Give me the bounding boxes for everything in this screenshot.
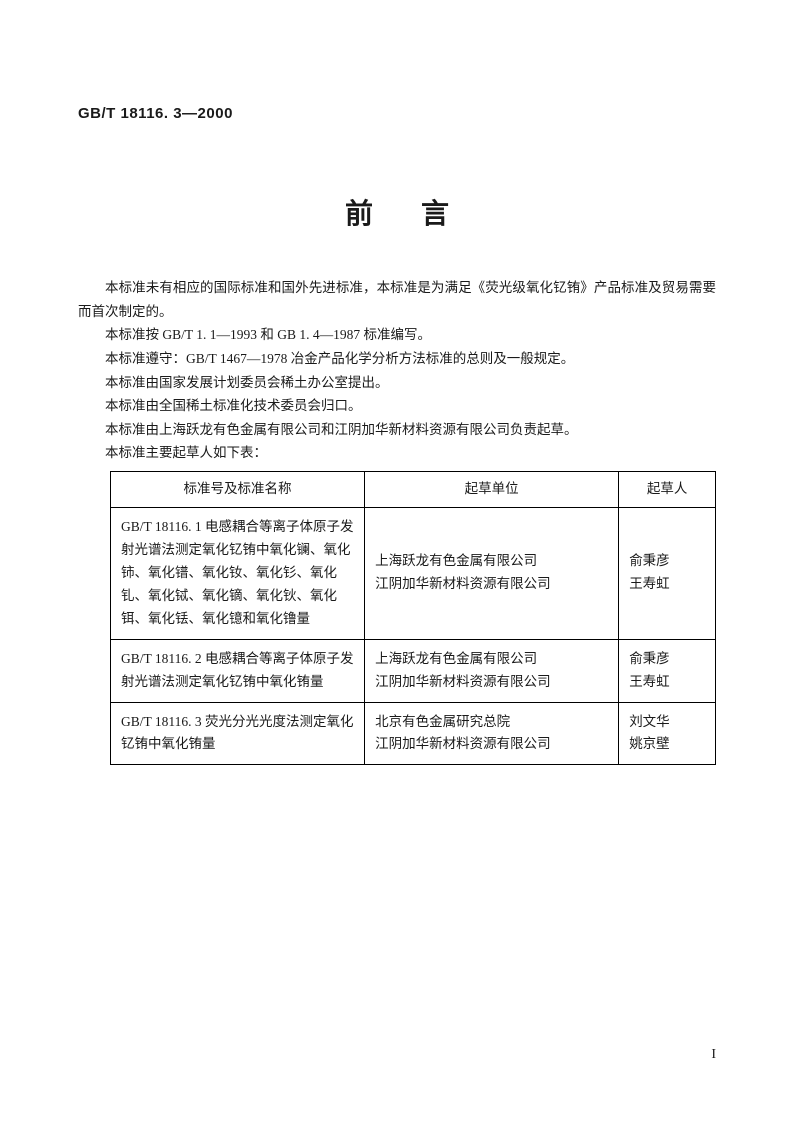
paragraph: 本标准由国家发展计划委员会稀土办公室提出。 [78, 371, 716, 395]
paragraph: 本标准未有相应的国际标准和国外先进标准，本标准是为满足《荧光级氧化钇铕》产品标准… [78, 276, 716, 323]
cell-org: 北京有色金属研究总院江阴加华新材料资源有限公司 [365, 702, 619, 765]
cell-name: GB/T 18116. 2 电感耦合等离子体原子发射光谱法测定氧化钇铕中氧化铕量 [111, 639, 365, 702]
table-row: GB/T 18116. 1 电感耦合等离子体原子发射光谱法测定氧化钇铕中氧化镧、… [111, 507, 716, 639]
drafters-table: 标准号及标准名称 起草单位 起草人 GB/T 18116. 1 电感耦合等离子体… [110, 471, 716, 765]
paragraph: 本标准按 GB/T 1. 1—1993 和 GB 1. 4—1987 标准编写。 [78, 323, 716, 347]
cell-org: 上海跃龙有色金属有限公司江阴加华新材料资源有限公司 [365, 507, 619, 639]
paragraph: 本标准主要起草人如下表： [78, 441, 716, 465]
paragraph: 本标准遵守：GB/T 1467—1978 冶金产品化学分析方法标准的总则及一般规… [78, 347, 716, 371]
page-title: 前言 [78, 192, 716, 232]
cell-org: 上海跃龙有色金属有限公司江阴加华新材料资源有限公司 [365, 639, 619, 702]
drafters-table-wrapper: 标准号及标准名称 起草单位 起草人 GB/T 18116. 1 电感耦合等离子体… [110, 471, 716, 765]
col-header-name: 标准号及标准名称 [111, 472, 365, 508]
cell-auth: 俞秉彦王寿虹 [619, 639, 716, 702]
paragraph: 本标准由全国稀土标准化技术委员会归口。 [78, 394, 716, 418]
page-number: I [711, 1047, 716, 1063]
standard-number: GB/T 18116. 3—2000 [78, 105, 716, 122]
table-row: GB/T 18116. 2 电感耦合等离子体原子发射光谱法测定氧化钇铕中氧化铕量… [111, 639, 716, 702]
col-header-auth: 起草人 [619, 472, 716, 508]
paragraph: 本标准由上海跃龙有色金属有限公司和江阴加华新材料资源有限公司负责起草。 [78, 418, 716, 442]
table-header-row: 标准号及标准名称 起草单位 起草人 [111, 472, 716, 508]
cell-auth: 刘文华姚京壁 [619, 702, 716, 765]
table-row: GB/T 18116. 3 荧光分光光度法测定氧化钇铕中氧化铕量 北京有色金属研… [111, 702, 716, 765]
col-header-org: 起草单位 [365, 472, 619, 508]
cell-name: GB/T 18116. 3 荧光分光光度法测定氧化钇铕中氧化铕量 [111, 702, 365, 765]
body-paragraphs: 本标准未有相应的国际标准和国外先进标准，本标准是为满足《荧光级氧化钇铕》产品标准… [78, 276, 716, 465]
cell-auth: 俞秉彦王寿虹 [619, 507, 716, 639]
cell-name: GB/T 18116. 1 电感耦合等离子体原子发射光谱法测定氧化钇铕中氧化镧、… [111, 507, 365, 639]
